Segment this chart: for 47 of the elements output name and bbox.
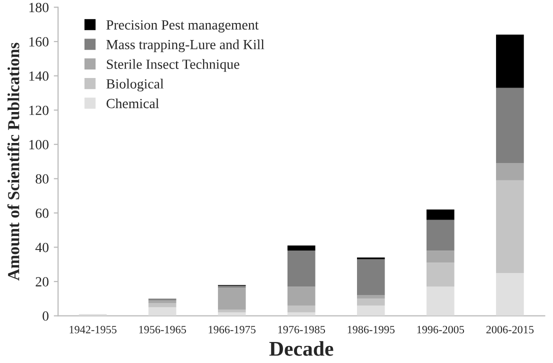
y-tick-label: 20 <box>36 277 49 286</box>
bar <box>426 210 454 220</box>
y-tick-label: 80 <box>36 174 49 184</box>
bar <box>218 288 246 310</box>
bar <box>426 220 454 251</box>
bar <box>496 88 524 164</box>
y-tick-label: 120 <box>29 106 49 116</box>
y-tick-label: 40 <box>35 242 49 252</box>
y-tick-label: 100 <box>29 140 49 150</box>
y-tick-label: 140 <box>29 71 49 81</box>
legend-label: Sterile Insect Technique <box>106 59 240 72</box>
bar <box>287 306 316 312</box>
bar <box>496 163 524 180</box>
x-axis-title: Decade <box>269 341 334 356</box>
bar <box>287 246 316 251</box>
y-tick-label: 60 <box>36 208 49 218</box>
bar <box>496 180 524 273</box>
y-axis-title: Amount of Scientific Publications <box>7 42 20 281</box>
x-tick-label: 1986-1995 <box>348 326 395 334</box>
bar <box>218 310 246 312</box>
y-tick-label: 180 <box>29 2 49 12</box>
bar <box>287 250 316 287</box>
bar <box>357 259 385 296</box>
bar <box>496 34 524 88</box>
legend-label: Biological <box>106 78 164 92</box>
bar <box>148 300 176 303</box>
bar <box>287 286 316 306</box>
x-tick-label: 1956-1965 <box>139 326 186 334</box>
bar <box>426 250 454 263</box>
legend-label: Precision Pest management <box>106 20 259 32</box>
x-tick-label: 1996-2005 <box>417 326 464 334</box>
bar <box>357 295 385 299</box>
y-tick-label: 0 <box>42 311 49 321</box>
bar <box>357 306 385 316</box>
legend-label: Mass trapping-Lure and Kill <box>106 40 264 52</box>
bar <box>148 302 176 308</box>
x-tick-label: 1966-1975 <box>208 326 256 334</box>
bar <box>148 307 176 316</box>
x-tick-label: 1942-1955 <box>70 326 116 334</box>
bar <box>496 272 524 316</box>
bar <box>426 262 454 287</box>
bar <box>426 286 454 316</box>
x-tick-label: 1976-1985 <box>278 326 326 334</box>
y-tick-label: 160 <box>29 37 49 46</box>
bar <box>357 298 385 306</box>
legend-label: Chemical <box>106 98 159 108</box>
x-tick-label: 2006-2015 <box>486 326 534 334</box>
